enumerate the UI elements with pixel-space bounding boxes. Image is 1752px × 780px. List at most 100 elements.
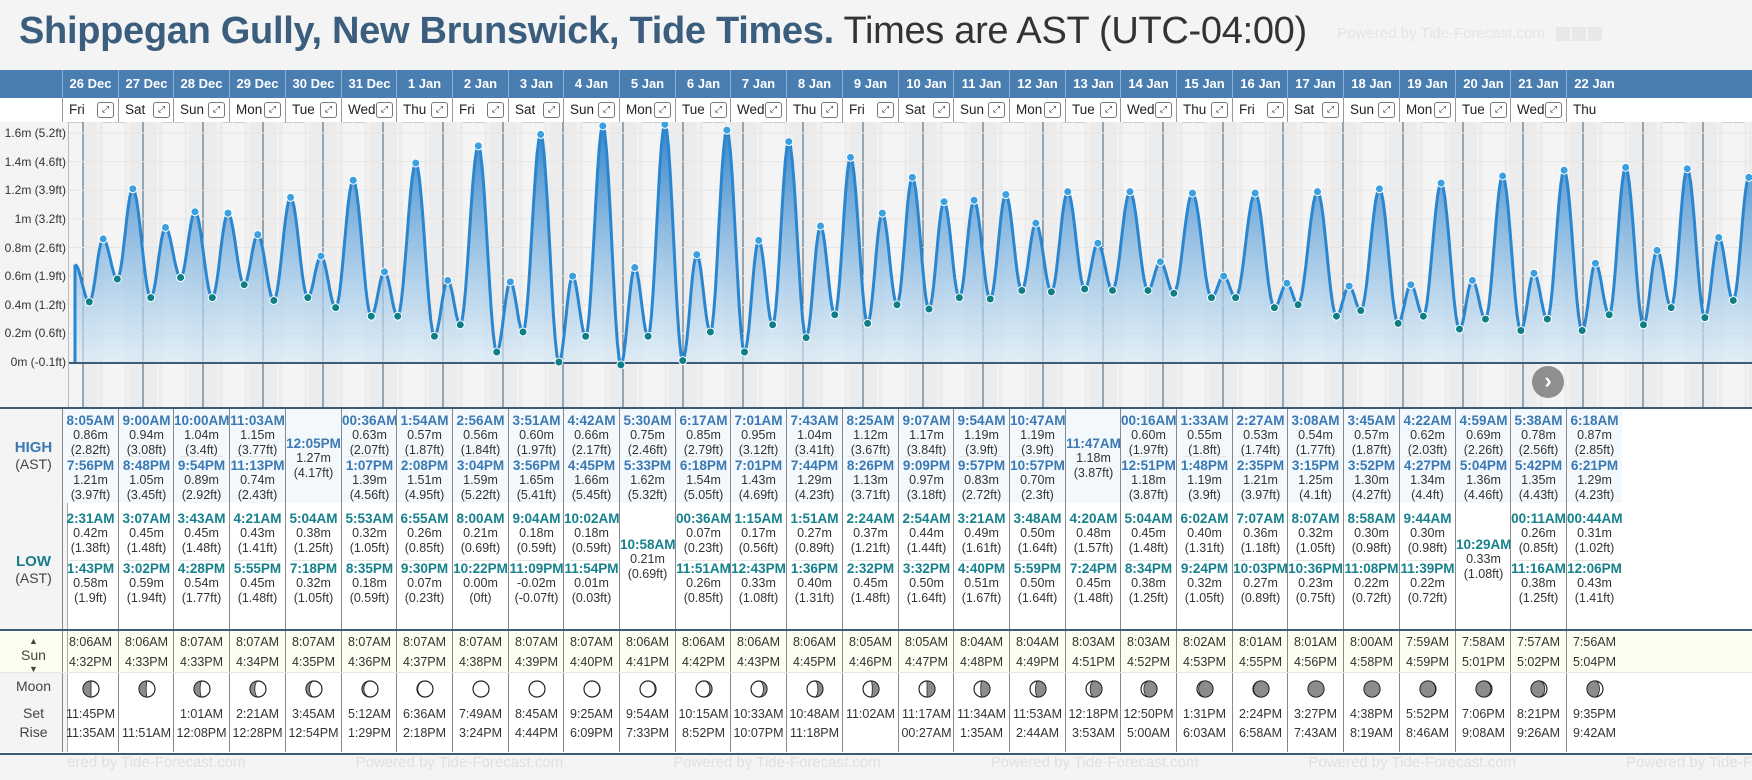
high-tide-point[interactable] <box>505 277 515 287</box>
expand-day-icon[interactable]: ⤢ <box>933 102 950 118</box>
low-tide-point[interactable] <box>146 293 156 303</box>
low-tide-point[interactable] <box>678 356 688 366</box>
high-tide-point[interactable] <box>1498 171 1508 181</box>
high-tide-point[interactable] <box>1682 164 1692 174</box>
high-tide-point[interactable] <box>969 195 979 205</box>
low-tide-point[interactable] <box>518 327 528 337</box>
low-tide-point[interactable] <box>269 295 279 305</box>
high-tide-point[interactable] <box>1001 190 1011 200</box>
expand-day-icon[interactable]: ⤢ <box>1044 102 1061 118</box>
expand-day-icon[interactable]: ⤢ <box>821 102 838 118</box>
low-tide-point[interactable] <box>985 294 995 304</box>
high-tide-point[interactable] <box>1093 238 1103 248</box>
low-tide-point[interactable] <box>1080 284 1090 294</box>
low-tide-point[interactable] <box>112 274 122 284</box>
low-tide-point[interactable] <box>1207 293 1216 303</box>
high-tide-point[interactable] <box>380 267 389 277</box>
expand-day-icon[interactable]: ⤢ <box>487 102 504 118</box>
low-tide-point[interactable] <box>1017 285 1027 295</box>
expand-day-icon[interactable]: ⤢ <box>598 102 615 118</box>
low-tide-point[interactable] <box>1418 311 1428 321</box>
high-tide-point[interactable] <box>1621 162 1631 172</box>
low-tide-point[interactable] <box>554 357 564 367</box>
low-tide-point[interactable] <box>1480 314 1490 324</box>
high-tide-point[interactable] <box>1344 281 1354 291</box>
high-tide-point[interactable] <box>1406 280 1416 290</box>
high-tide-point[interactable] <box>1374 184 1384 194</box>
high-tide-point[interactable] <box>1436 178 1446 188</box>
high-tide-point[interactable] <box>1187 188 1197 198</box>
expand-day-icon[interactable]: ⤢ <box>208 102 225 118</box>
low-tide-point[interactable] <box>1577 326 1587 336</box>
low-tide-point[interactable] <box>740 347 749 357</box>
low-tide-point[interactable] <box>176 273 186 283</box>
high-tide-point[interactable] <box>907 172 917 182</box>
high-tide-point[interactable] <box>411 158 421 168</box>
high-tide-point[interactable] <box>443 275 453 285</box>
high-tide-point[interactable] <box>1063 187 1073 197</box>
high-tide-point[interactable] <box>223 208 233 218</box>
low-tide-point[interactable] <box>303 293 313 303</box>
expand-day-icon[interactable]: ⤢ <box>1100 102 1117 118</box>
low-tide-point[interactable] <box>616 360 626 370</box>
high-tide-point[interactable] <box>1714 232 1724 242</box>
low-tide-point[interactable] <box>492 347 502 357</box>
high-tide-point[interactable] <box>190 207 200 217</box>
high-tide-point[interactable] <box>473 141 483 151</box>
high-tide-point[interactable] <box>1250 188 1260 198</box>
low-tide-point[interactable] <box>801 333 811 343</box>
high-tide-point[interactable] <box>722 125 732 135</box>
expand-day-icon[interactable]: ⤢ <box>1545 102 1562 118</box>
low-tide-point[interactable] <box>892 300 902 310</box>
expand-day-icon[interactable]: ⤢ <box>153 102 170 118</box>
high-tide-point[interactable] <box>1590 258 1600 268</box>
low-tide-point[interactable] <box>1638 320 1648 330</box>
low-tide-point[interactable] <box>1143 285 1153 295</box>
high-tide-point[interactable] <box>348 175 358 185</box>
expand-day-icon[interactable]: ⤢ <box>1490 102 1507 118</box>
high-tide-point[interactable] <box>286 192 296 202</box>
high-tide-point[interactable] <box>598 121 608 131</box>
low-tide-point[interactable] <box>239 280 249 290</box>
high-tide-point[interactable] <box>536 129 546 139</box>
expand-day-icon[interactable]: ⤢ <box>1267 102 1284 118</box>
expand-day-icon[interactable]: ⤢ <box>1322 102 1339 118</box>
high-tide-point[interactable] <box>128 184 138 194</box>
high-tide-point[interactable] <box>939 197 949 207</box>
low-tide-point[interactable] <box>1169 288 1179 298</box>
high-tide-point[interactable] <box>630 263 640 273</box>
expand-day-icon[interactable]: ⤢ <box>543 102 560 118</box>
expand-day-icon[interactable]: ⤢ <box>320 102 337 118</box>
low-tide-point[interactable] <box>1728 295 1738 305</box>
high-tide-point[interactable] <box>161 222 170 232</box>
powered-by-top[interactable]: Powered by Tide-Forecast.com <box>1337 25 1602 42</box>
low-tide-point[interactable] <box>924 304 934 314</box>
high-tide-point[interactable] <box>660 119 670 129</box>
low-tide-point[interactable] <box>1393 318 1403 328</box>
low-tide-point[interactable] <box>581 331 591 341</box>
low-tide-point[interactable] <box>1455 324 1464 334</box>
expand-day-icon[interactable]: ⤢ <box>765 102 782 118</box>
low-tide-point[interactable] <box>366 311 376 321</box>
expand-day-icon[interactable]: ⤢ <box>431 102 448 118</box>
low-tide-point[interactable] <box>1231 293 1241 303</box>
low-tide-point[interactable] <box>1108 285 1117 295</box>
low-tide-point[interactable] <box>1700 313 1710 323</box>
low-tide-point[interactable] <box>1516 326 1526 336</box>
high-tide-point[interactable] <box>1125 187 1135 197</box>
high-tide-point[interactable] <box>816 221 826 231</box>
expand-day-icon[interactable]: ⤢ <box>1211 102 1228 118</box>
high-tide-point[interactable] <box>253 230 263 240</box>
low-tide-point[interactable] <box>1542 314 1552 324</box>
expand-day-icon[interactable]: ⤢ <box>1155 102 1172 118</box>
high-tide-point[interactable] <box>1155 257 1165 267</box>
low-tide-point[interactable] <box>768 320 778 330</box>
low-tide-point[interactable] <box>1604 310 1614 320</box>
expand-day-icon[interactable]: ⤢ <box>97 102 114 118</box>
high-tide-point[interactable] <box>784 137 794 147</box>
expand-day-icon[interactable]: ⤢ <box>988 102 1005 118</box>
high-tide-point[interactable] <box>98 234 108 244</box>
low-tide-point[interactable] <box>863 318 873 328</box>
low-tide-point[interactable] <box>1356 305 1366 315</box>
expand-day-icon[interactable]: ⤢ <box>1434 102 1451 118</box>
